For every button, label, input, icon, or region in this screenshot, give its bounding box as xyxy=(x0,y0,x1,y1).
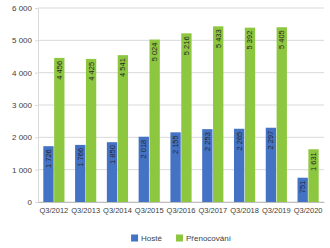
x-tick: Q3/2013 xyxy=(71,202,100,215)
y-tick-mark xyxy=(35,73,38,74)
data-label: 2 253 xyxy=(203,132,212,151)
legend-swatch xyxy=(131,235,138,242)
y-axis: 0 1 000 2 000 3 000 4 000 5 000 6 000 xyxy=(12,4,39,207)
x-tick-label: Q3/2014 xyxy=(103,206,132,215)
y-tick: 0 xyxy=(28,198,38,207)
x-tick-label: Q3/2015 xyxy=(135,206,164,215)
y-tick: 2 000 xyxy=(12,133,38,142)
bar xyxy=(234,129,244,202)
data-label: 2 297 xyxy=(266,131,275,150)
chart: 01 0002 0003 0004 0005 0006 000Q3/2012Q3… xyxy=(0,0,330,248)
y-tick: 5 000 xyxy=(12,36,38,45)
x-axis: Q3/2012Q3/2013Q3/2014Q3/2015Q3/2016Q3/20… xyxy=(39,202,325,215)
bar xyxy=(86,59,96,202)
y-tick: 1 000 xyxy=(12,166,38,175)
x-tick: Q3/2012 xyxy=(39,202,68,215)
legend: Hosté Přenocování xyxy=(131,234,232,243)
data-label: 1 631 xyxy=(309,152,318,171)
grid xyxy=(38,8,324,202)
bar xyxy=(43,146,53,202)
bar xyxy=(139,137,149,202)
data-label: 751 xyxy=(298,181,307,194)
x-tick: Q3/2015 xyxy=(135,202,164,215)
bar xyxy=(118,55,128,202)
x-tick-label: Q3/2018 xyxy=(230,206,259,215)
x-tick: Q3/2018 xyxy=(230,202,259,215)
x-tick: Q3/2019 xyxy=(262,202,291,215)
y-tick-label: 4 000 xyxy=(12,69,33,78)
x-tick: Q3/2016 xyxy=(167,202,196,215)
bar xyxy=(149,40,159,202)
x-tick-label: Q3/2019 xyxy=(262,206,291,215)
legend-item: Přenocování xyxy=(176,234,232,243)
y-tick-label: 3 000 xyxy=(12,101,33,110)
bar xyxy=(245,28,255,202)
data-label: 5 392 xyxy=(245,31,254,50)
y-tick-label: 1 000 xyxy=(12,166,33,175)
y-tick-mark xyxy=(35,137,38,138)
y-tick: 4 000 xyxy=(12,69,38,78)
y-tick-mark xyxy=(35,105,38,106)
x-tick-label: Q3/2017 xyxy=(198,206,227,215)
data-label: 2 155 xyxy=(171,135,180,154)
bar xyxy=(170,132,180,202)
y-tick-mark xyxy=(35,40,38,41)
y-axis-line xyxy=(38,9,39,203)
y-tick-label: 6 000 xyxy=(12,4,33,13)
legend-label: Přenocování xyxy=(186,234,232,243)
bar xyxy=(298,178,308,202)
bar xyxy=(308,149,318,202)
bar xyxy=(277,27,287,202)
data-label: 2 265 xyxy=(235,132,244,151)
data-label: 2 018 xyxy=(139,140,148,159)
y-tick-mark xyxy=(35,8,38,9)
x-axis-line xyxy=(39,202,325,203)
y-tick: 3 000 xyxy=(12,101,38,110)
legend-item: Hosté xyxy=(131,234,162,243)
x-tick-label: Q3/2016 xyxy=(167,206,196,215)
data-label: 4 541 xyxy=(118,58,127,77)
data-label: 1 850 xyxy=(108,145,117,164)
bar xyxy=(54,58,64,202)
y-tick-mark xyxy=(35,170,38,171)
data-label: 5 216 xyxy=(182,36,191,55)
data-label: 4 456 xyxy=(55,61,64,80)
bar xyxy=(75,145,85,202)
bar xyxy=(202,129,212,202)
data-label: 1 726 xyxy=(44,149,53,168)
data-label: 5 024 xyxy=(150,43,159,62)
data-label: 4 425 xyxy=(87,62,96,81)
bar xyxy=(213,26,223,202)
x-tick-label: Q3/2012 xyxy=(39,206,68,215)
x-tick-label: Q3/2020 xyxy=(294,206,323,215)
data-label: 5 405 xyxy=(277,30,286,49)
x-tick-label: Q3/2013 xyxy=(71,206,100,215)
data-label: 1 766 xyxy=(76,148,85,167)
y-tick: 6 000 xyxy=(12,4,38,13)
bar xyxy=(107,142,117,202)
grid-line xyxy=(38,8,324,9)
x-tick: Q3/2017 xyxy=(198,202,227,215)
y-tick-label: 5 000 xyxy=(12,36,33,45)
data-labels: 1 726 1 766 1 850 2 018 2 155 2 253 2 265 2 297… xyxy=(44,29,318,193)
bar xyxy=(181,33,191,202)
x-tick: Q3/2020 xyxy=(294,202,323,215)
data-label: 5 433 xyxy=(214,29,223,48)
y-tick-label: 0 xyxy=(28,198,33,207)
legend-label: Hosté xyxy=(141,234,162,243)
y-tick-mark xyxy=(35,202,38,203)
y-tick-label: 2 000 xyxy=(12,133,33,142)
bars xyxy=(43,26,318,202)
bar xyxy=(266,128,276,202)
legend-swatch xyxy=(176,235,183,242)
x-tick: Q3/2014 xyxy=(103,202,132,215)
